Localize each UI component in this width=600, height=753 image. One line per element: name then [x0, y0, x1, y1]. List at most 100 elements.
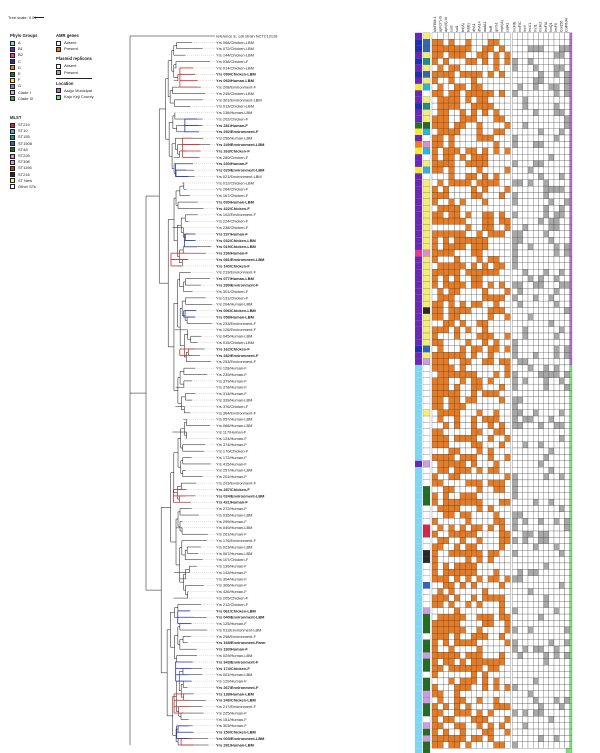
plasmid-cell — [543, 741, 549, 749]
amr-cell — [487, 345, 494, 353]
phylo-group-cell — [415, 179, 422, 187]
amr-cell — [487, 281, 494, 289]
amr-cell — [499, 639, 505, 647]
plasmid-cell — [533, 269, 539, 276]
plasmid-cell — [517, 217, 523, 225]
tip-label: Yrs 125/Human-F — [216, 621, 247, 626]
plasmid-cell — [553, 677, 560, 685]
plasmid-cell — [538, 447, 544, 455]
amr-cell — [493, 403, 500, 410]
plasmid-cell — [564, 696, 570, 704]
amr-cell — [459, 709, 466, 717]
amr-cell — [493, 109, 500, 116]
plasmid-cell — [564, 409, 570, 417]
amr-cell — [471, 217, 477, 225]
plasmid-cell — [553, 467, 560, 474]
amr-cell — [504, 709, 511, 717]
mlst-cell — [422, 550, 431, 557]
plasmid-cell — [517, 300, 523, 308]
amr-cell — [431, 358, 438, 366]
plasmid-cell — [553, 690, 560, 698]
amr-cell — [499, 690, 505, 698]
amr-cell — [504, 543, 511, 551]
plasmid-cell — [553, 396, 560, 404]
amr-cell — [471, 281, 477, 289]
amr-cell — [431, 703, 438, 710]
amr-cell — [476, 505, 483, 512]
amr-cell — [487, 77, 494, 85]
plasmid-cell — [564, 160, 570, 168]
amr-cell — [493, 652, 500, 659]
plasmid-cell — [538, 665, 544, 672]
mlst-swatch — [10, 184, 15, 190]
plasmid-cell — [564, 677, 570, 685]
plasmid-cell — [553, 556, 560, 564]
plasmid-cell — [564, 345, 570, 353]
amr-cell — [476, 364, 483, 372]
plasmid-cell — [543, 696, 549, 704]
amr-cell — [454, 230, 461, 238]
plasmid-cell — [512, 703, 518, 710]
amr-cell — [459, 383, 466, 391]
amr-cell — [487, 677, 494, 685]
amr-cell — [504, 684, 511, 691]
amr-cell — [448, 45, 455, 53]
amr-cell — [465, 371, 472, 378]
amr-cell — [476, 128, 483, 136]
plasmid-cell — [517, 716, 523, 723]
amr-cell — [476, 300, 483, 308]
plasmid-cell — [517, 575, 523, 583]
plasmid-cell — [522, 134, 529, 142]
amr-cell — [482, 696, 489, 704]
mlst-cell — [422, 460, 431, 468]
phylo-group-cell — [415, 677, 422, 685]
plasmid-cell — [527, 556, 534, 564]
amr-cell — [459, 339, 466, 346]
amr-cell — [448, 109, 455, 116]
plasmid-cell — [538, 345, 544, 353]
amr-cell — [487, 409, 494, 417]
plasmid-cell — [527, 524, 534, 532]
phylo-group-cell — [415, 160, 422, 167]
amr-cell — [482, 409, 489, 417]
amr-cell — [459, 32, 466, 40]
plasmid-cell — [548, 198, 555, 206]
amr-cell — [454, 249, 461, 257]
amr-cell — [493, 613, 500, 621]
plasmid-cell — [543, 562, 549, 570]
amr-cell — [499, 537, 505, 544]
amr-cell — [476, 192, 483, 200]
amr-cell — [493, 690, 500, 698]
plasmid-cell — [533, 658, 539, 666]
plasmid-cell — [548, 741, 555, 749]
plasmid-cell — [538, 307, 544, 314]
amr-gene-header: qnrS1 — [494, 22, 498, 32]
plasmid-cell — [517, 256, 523, 263]
amr-cell — [448, 645, 455, 653]
tip-label: Yrs 168/Environment-Farm — [216, 640, 266, 645]
plasmid-cell — [543, 141, 549, 148]
amr-cell — [471, 109, 477, 116]
plasmid-cell — [533, 332, 539, 340]
plasmid-cell — [512, 332, 518, 340]
amr-cell — [499, 51, 505, 59]
plasmid-cell — [543, 243, 549, 251]
plasmid-cell — [522, 684, 529, 691]
phylo-group-cell — [415, 256, 422, 263]
amr-gene-header: aph(6)-Id — [444, 17, 448, 32]
amr-cell — [487, 64, 494, 72]
amr-cell — [431, 313, 438, 321]
amr-cell — [454, 537, 461, 544]
amr-cell — [431, 326, 438, 334]
tip-label: Yrs 379/Human-F — [216, 378, 247, 383]
amr-cell — [493, 639, 500, 647]
amr-cell — [443, 530, 449, 538]
plasmid-cell — [522, 665, 529, 672]
amr-cell — [443, 626, 449, 634]
amr-cell — [454, 300, 461, 308]
amr-cell — [504, 173, 511, 180]
plasmid-cell — [559, 537, 565, 544]
amr-cell — [443, 90, 449, 97]
amr-cell — [459, 166, 466, 174]
amr-cell — [465, 122, 472, 129]
